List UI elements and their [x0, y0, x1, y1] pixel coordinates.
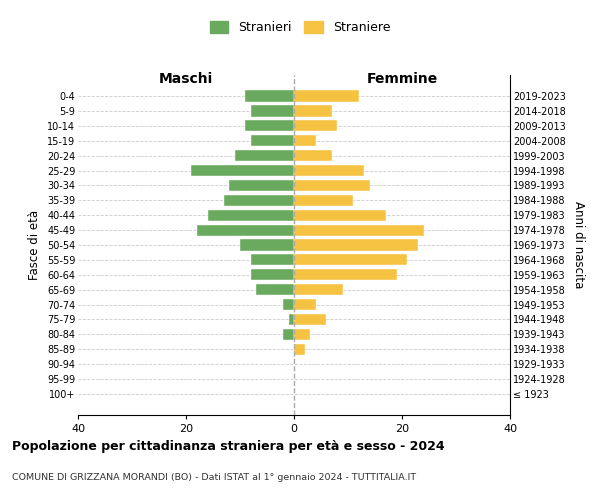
- Bar: [294, 194, 353, 206]
- Text: COMUNE DI GRIZZANA MORANDI (BO) - Dati ISTAT al 1° gennaio 2024 - TUTTITALIA.IT: COMUNE DI GRIZZANA MORANDI (BO) - Dati I…: [12, 473, 416, 482]
- Bar: [245, 90, 294, 102]
- Bar: [224, 194, 294, 206]
- Bar: [229, 180, 294, 191]
- Bar: [294, 106, 332, 117]
- Bar: [240, 240, 294, 250]
- Bar: [197, 224, 294, 235]
- Bar: [251, 135, 294, 146]
- Bar: [251, 106, 294, 117]
- Y-axis label: Anni di nascita: Anni di nascita: [572, 202, 585, 288]
- Bar: [294, 180, 370, 191]
- Bar: [294, 269, 397, 280]
- Text: Femmine: Femmine: [367, 72, 437, 86]
- Bar: [256, 284, 294, 296]
- Bar: [294, 90, 359, 102]
- Text: Maschi: Maschi: [159, 72, 213, 86]
- Y-axis label: Fasce di età: Fasce di età: [28, 210, 41, 280]
- Bar: [294, 284, 343, 296]
- Bar: [289, 314, 294, 325]
- Bar: [294, 254, 407, 266]
- Legend: Stranieri, Straniere: Stranieri, Straniere: [205, 16, 395, 40]
- Bar: [294, 329, 310, 340]
- Bar: [294, 120, 337, 132]
- Bar: [251, 269, 294, 280]
- Bar: [208, 210, 294, 221]
- Bar: [294, 299, 316, 310]
- Bar: [283, 329, 294, 340]
- Bar: [245, 120, 294, 132]
- Bar: [294, 314, 326, 325]
- Text: Popolazione per cittadinanza straniera per età e sesso - 2024: Popolazione per cittadinanza straniera p…: [12, 440, 445, 453]
- Bar: [235, 150, 294, 161]
- Bar: [294, 344, 305, 355]
- Bar: [294, 150, 332, 161]
- Bar: [294, 165, 364, 176]
- Bar: [294, 224, 424, 235]
- Bar: [294, 135, 316, 146]
- Bar: [294, 210, 386, 221]
- Bar: [294, 240, 418, 250]
- Bar: [251, 254, 294, 266]
- Bar: [191, 165, 294, 176]
- Bar: [283, 299, 294, 310]
